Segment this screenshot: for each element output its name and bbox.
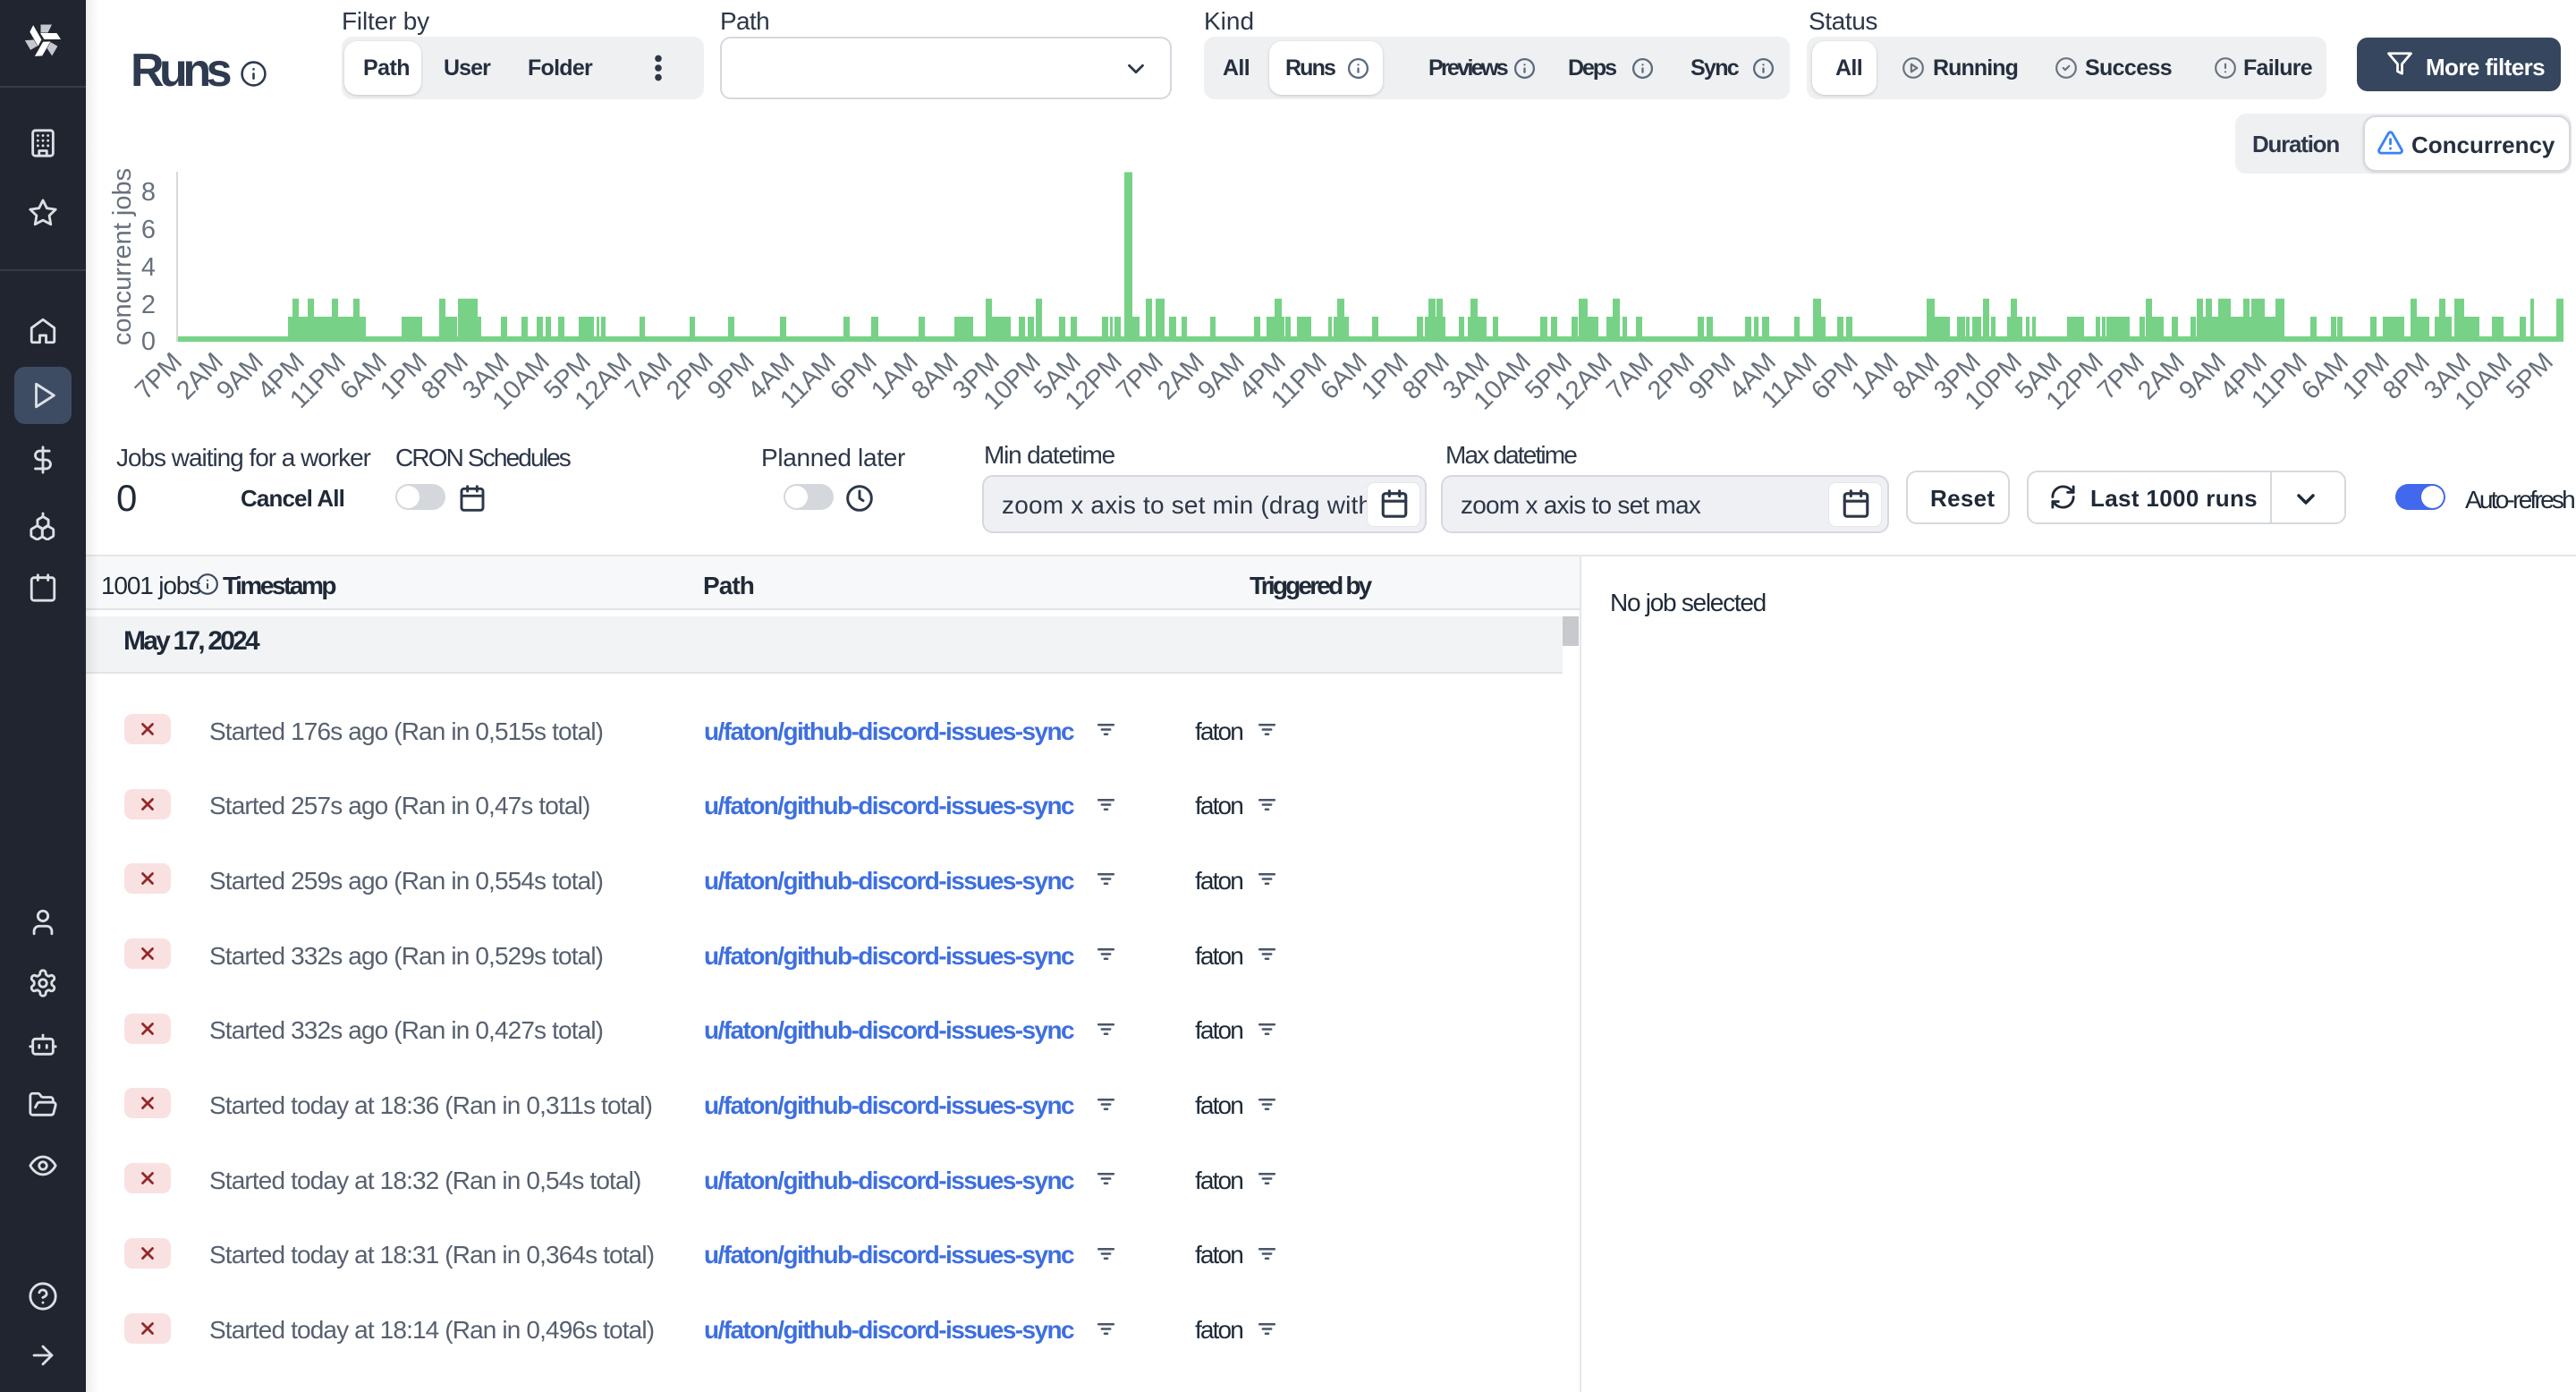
svg-text:8: 8 [141,178,156,207]
svg-text:0: 0 [141,327,156,356]
svg-text:concurrent jobs: concurrent jobs [108,168,137,345]
svg-text:2: 2 [141,291,156,319]
svg-text:6: 6 [141,216,156,244]
svg-text:5PM: 5PM [2501,347,2559,405]
svg-text:4: 4 [141,253,156,282]
